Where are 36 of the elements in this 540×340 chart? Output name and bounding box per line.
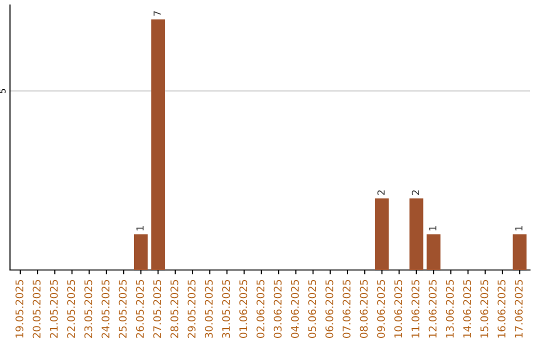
x-tick-label: 14.06.2025 [463,280,472,338]
x-tick-label: 02.06.2025 [256,280,264,338]
x-tick-label: 19.05.2025 [15,280,24,338]
x-tick-label: 29.05.2025 [188,280,196,338]
data-label: 1 [136,226,144,230]
x-tick-label: 13.06.2025 [446,280,454,338]
x-tick-label: 10.06.2025 [394,280,402,338]
x-tick-label: 24.05.2025 [102,280,110,338]
x-tick-label: 04.06.2025 [290,280,299,338]
x-tick-label: 09.06.2025 [377,280,385,338]
x-tick-label: 05.06.2025 [308,280,316,338]
x-tick-label: 01.06.2025 [239,280,248,338]
x-tick-label: 08.06.2025 [360,280,368,338]
x-tick-label: 20.05.2025 [32,280,41,338]
x-tick-label: 21.05.2025 [50,280,58,338]
x-tick-label: 28.05.2025 [170,280,178,338]
data-label: 1 [515,226,522,230]
x-tick-label: 17.06.2025 [514,280,523,338]
data-label: 1 [429,226,436,230]
x-tick-label: 26.05.2025 [136,280,144,338]
data-label: 2 [412,190,420,195]
data-label: 7 [154,11,161,16]
x-tick-label: 16.06.2025 [498,280,506,338]
data-label: 2 [377,190,385,195]
x-tick-label: 27.05.2025 [153,280,162,338]
x-tick-label: 30.05.2025 [204,280,213,338]
x-tick-label: 11.06.2025 [412,280,420,338]
x-tick-label: 15.06.2025 [480,280,488,338]
x-tick-label: 31.05.2025 [222,280,230,338]
x-tick-label: 12.06.2025 [428,280,437,338]
x-tick-label: 22.05.2025 [67,280,76,338]
x-tick-label: 03.06.2025 [274,280,282,338]
x-tick-label: 06.06.2025 [325,280,334,338]
x-tick-label: 23.05.2025 [84,280,92,338]
x-tick-label: 25.05.2025 [118,280,127,338]
x-tick-label: 07.06.2025 [342,280,351,338]
